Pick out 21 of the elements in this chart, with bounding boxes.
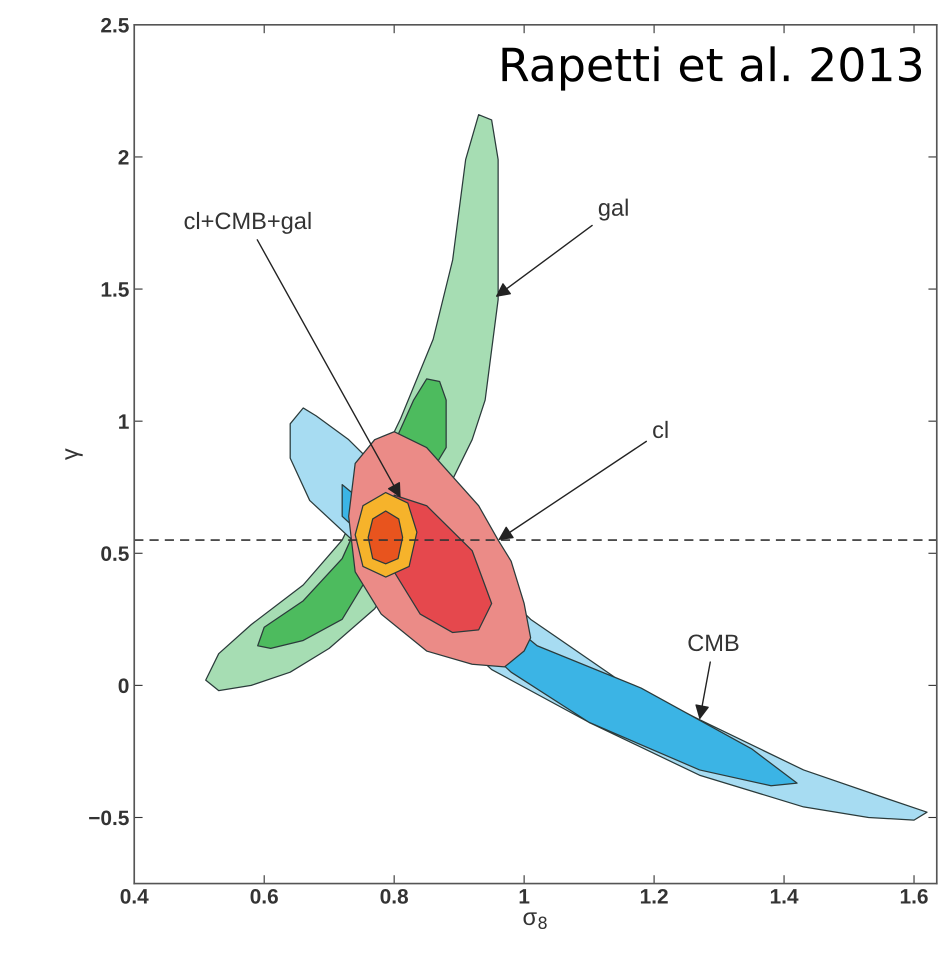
y-axis-title: γ — [65, 448, 83, 460]
y-tick-label: 2.5 — [101, 18, 129, 33]
x-tick-label: 1 — [520, 889, 530, 904]
x-tick-label: 0.8 — [380, 888, 408, 904]
y-tick-label: 0 — [118, 678, 129, 694]
y-tick-label: 2 — [118, 150, 129, 165]
annotation: CMB — [688, 634, 738, 652]
y-tick-label: 1.5 — [102, 282, 129, 297]
x-tick-label: 1.6 — [900, 888, 928, 904]
y-tick-label: 0.5 — [101, 546, 129, 562]
annotation: gal — [598, 198, 628, 221]
y-tick-label: 1 — [119, 414, 129, 429]
x-axis-title: σ$_{8}$ — [524, 912, 547, 930]
x-tick-label: 0.6 — [250, 888, 278, 904]
annotation: Rapetti et al. 2013 — [502, 46, 922, 91]
annotation: cl+CMB+gal — [184, 212, 311, 234]
y-tick-label: −0.5 — [89, 810, 129, 826]
x-tick-label: 1.2 — [640, 888, 668, 904]
annotation: cl — [653, 420, 668, 438]
x-tick-label: 0.4 — [120, 888, 149, 904]
x-tick-label: 1.4 — [770, 889, 798, 904]
